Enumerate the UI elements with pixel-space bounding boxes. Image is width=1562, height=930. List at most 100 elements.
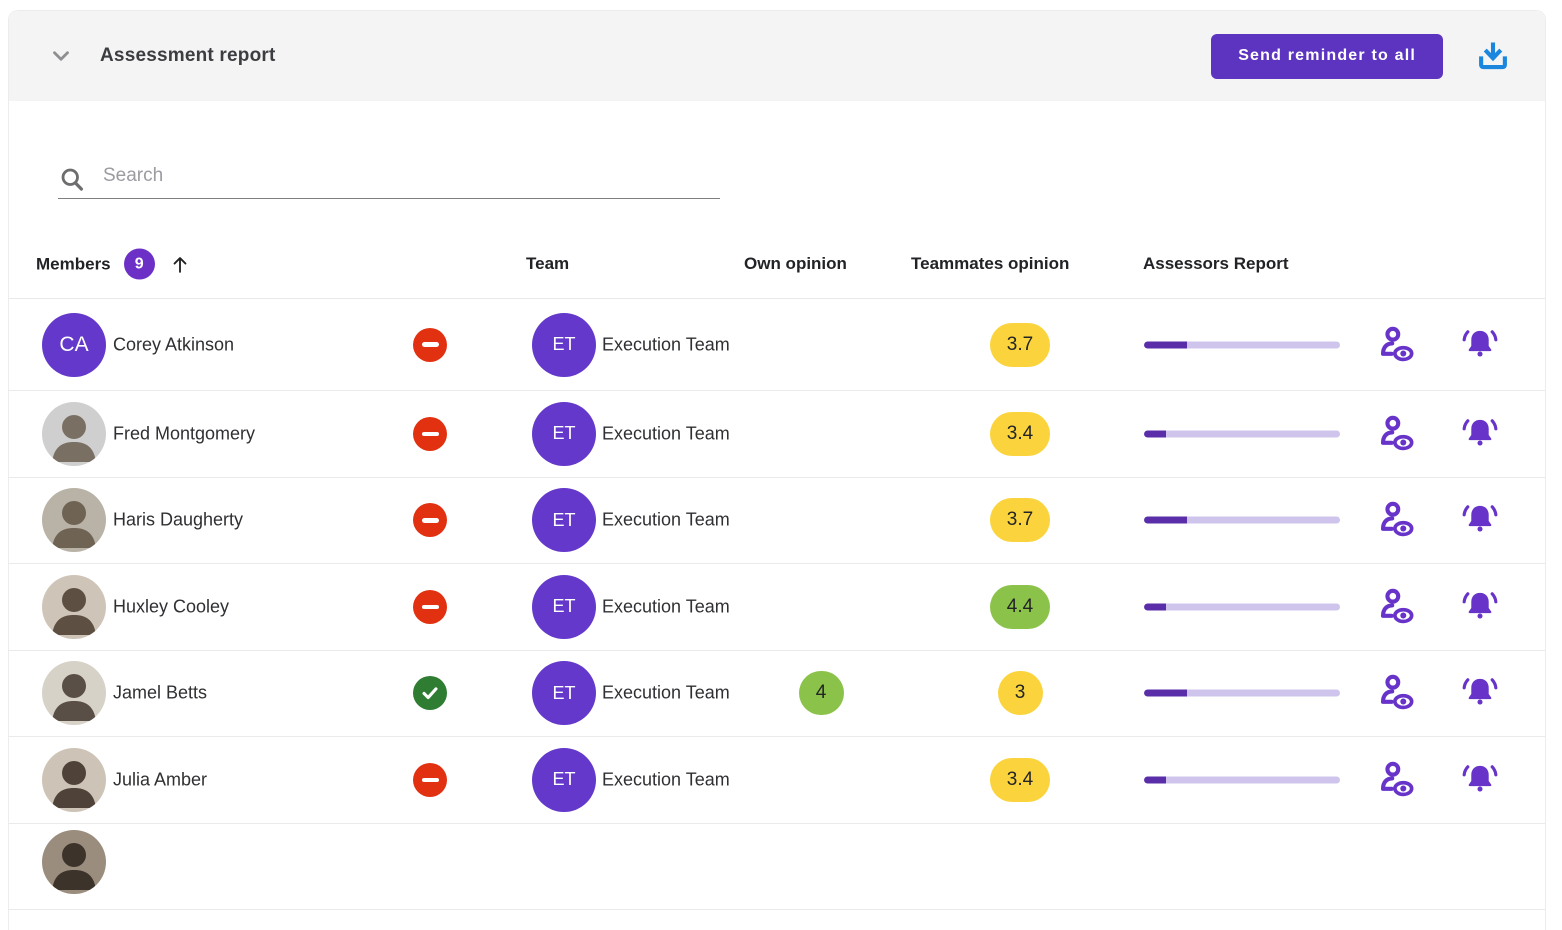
member-name: Haris Daugherty [113, 509, 244, 530]
teammates-opinion-pill: 3 [997, 671, 1043, 716]
assessors-progress-fill [1144, 603, 1166, 611]
member-name: Corey Atkinson [113, 334, 235, 354]
minus-glyph [421, 342, 439, 347]
teammates-opinion-cell: 4.4 [970, 584, 1070, 629]
member-row[interactable]: Julia Amber ET Execution Team 3.4 [9, 737, 1545, 824]
person-eye-icon [1380, 675, 1414, 710]
person-eye-icon [1380, 326, 1414, 361]
send-reminder-button[interactable]: Send reminder to all [1211, 33, 1443, 79]
view-assessment-button[interactable] [1375, 761, 1417, 799]
view-assessment-button[interactable] [1375, 415, 1417, 453]
status-icon [413, 503, 447, 538]
bell-ringing-icon [1462, 329, 1498, 357]
view-assessment-button[interactable] [1375, 326, 1417, 364]
member-name: Fred Montgomery [113, 423, 256, 444]
page-title: Assessment report [100, 45, 276, 66]
members-column-header: Members 9 [36, 248, 192, 280]
team-badge: ET [532, 661, 596, 726]
person-silhouette-icon [52, 501, 96, 549]
status-cell [413, 503, 447, 538]
team-badge: ET [532, 312, 596, 377]
avatar-cell [42, 401, 106, 466]
team-name: Execution Team [602, 423, 730, 444]
check-glyph [422, 687, 438, 700]
minus-glyph [421, 518, 439, 523]
members-label: Members [36, 254, 111, 273]
member-name: Julia Amber [113, 769, 208, 790]
bell-ringing-icon [1462, 592, 1498, 619]
remind-button[interactable] [1461, 674, 1499, 712]
team-badge-cell: ET [532, 401, 596, 466]
avatar: CA [42, 312, 106, 377]
assessors-progress-cell [1144, 430, 1340, 438]
assessors-report-column-header: Assessors Report [1143, 254, 1289, 273]
assessors-progress-cell [1144, 603, 1340, 611]
own-opinion-cell: 4 [771, 671, 871, 716]
status-icon [413, 327, 447, 362]
teammates-opinion-pill: 3.4 [989, 757, 1051, 802]
member-row[interactable] [9, 824, 1545, 910]
view-assessment-button[interactable] [1375, 588, 1417, 626]
table-header-row: Members 9 Team Own opinion Teammates opi… [9, 199, 1545, 299]
collapse-button[interactable] [46, 41, 76, 71]
assessors-progress-bar [1144, 603, 1340, 611]
view-assessment-button[interactable] [1375, 501, 1417, 539]
teammates-opinion-pill: 3.4 [989, 411, 1051, 456]
avatar [42, 488, 106, 553]
teammates-opinion-pill: 3.7 [989, 322, 1051, 367]
status-cell [413, 762, 447, 797]
member-name: Huxley Cooley [113, 596, 230, 617]
person-eye-icon [1380, 502, 1414, 537]
member-row[interactable]: CA Corey Atkinson ET Execution Team [9, 299, 1545, 391]
teammates-opinion-cell: 3.7 [970, 498, 1070, 543]
status-icon [413, 762, 447, 797]
team-name: Execution Team [602, 334, 730, 354]
download-button[interactable] [1473, 36, 1513, 76]
avatar-cell [42, 661, 106, 726]
assessment-report-card: Assessment report Send reminder to all M… [8, 10, 1546, 930]
bell-ringing-icon [1462, 419, 1498, 446]
avatar [42, 401, 106, 466]
avatar-cell [42, 488, 106, 553]
person-silhouette-icon [52, 587, 96, 635]
sort-button[interactable] [168, 252, 192, 276]
remind-button[interactable] [1461, 326, 1499, 364]
teammates-opinion-cell: 3.4 [970, 411, 1070, 456]
search-icon [61, 168, 83, 191]
member-row[interactable]: Fred Montgomery ET Execution Team 3.4 [9, 391, 1545, 478]
team-badge: ET [532, 747, 596, 812]
assessors-progress-bar [1144, 689, 1340, 697]
member-row[interactable]: Haris Daugherty ET Execution Team 3.7 [9, 478, 1545, 564]
member-row[interactable]: Huxley Cooley ET Execution Team 4.4 [9, 564, 1545, 651]
team-badge: ET [532, 401, 596, 466]
status-cell [413, 676, 447, 711]
remind-button[interactable] [1461, 415, 1499, 453]
team-badge-cell: ET [532, 312, 596, 377]
teammates-opinion-pill: 3.7 [989, 498, 1051, 543]
team-name: Execution Team [602, 596, 730, 617]
assessors-progress-cell [1144, 341, 1340, 348]
team-badge-cell: ET [532, 747, 596, 812]
avatar [42, 574, 106, 639]
avatar [42, 829, 106, 894]
assessors-progress-cell [1144, 776, 1340, 784]
member-row[interactable]: Jamel Betts ET Execution Team 4 3 [9, 651, 1545, 737]
person-silhouette-icon [52, 760, 96, 808]
chevron-down-icon [53, 51, 69, 61]
remind-button[interactable] [1461, 501, 1499, 539]
bell-ringing-icon [1462, 505, 1498, 532]
view-assessment-button[interactable] [1375, 674, 1417, 712]
assessors-progress-bar [1144, 776, 1340, 784]
avatar-cell [42, 829, 106, 894]
assessors-progress-fill [1144, 776, 1166, 784]
status-icon [413, 589, 447, 624]
person-silhouette-icon [52, 842, 96, 890]
search-input[interactable] [103, 164, 720, 193]
remind-button[interactable] [1461, 588, 1499, 626]
member-name: Jamel Betts [113, 682, 208, 703]
avatar [42, 661, 106, 726]
team-badge-cell: ET [532, 661, 596, 726]
assessors-progress-fill [1144, 341, 1188, 348]
own-opinion-column-header: Own opinion [744, 254, 847, 273]
remind-button[interactable] [1461, 761, 1499, 799]
